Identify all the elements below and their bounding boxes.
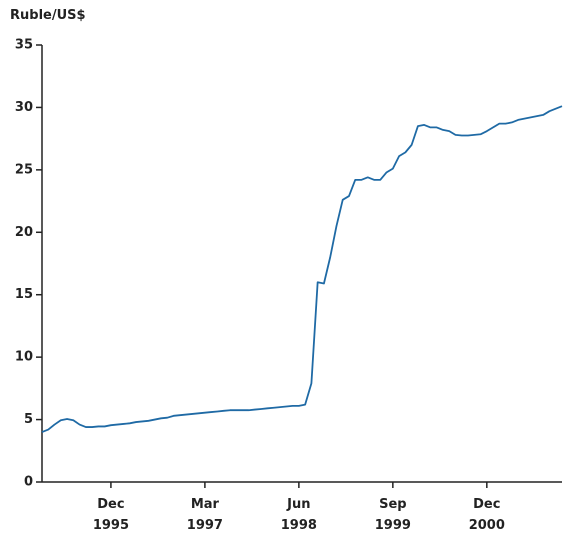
x-tick-label: Mar 1997 (186, 497, 223, 533)
y-tick-label: 0 (24, 475, 33, 490)
x-tick-label: Sep 1999 (374, 497, 411, 533)
y-tick-label: 20 (15, 225, 33, 240)
y-tick-label: 35 (15, 38, 33, 53)
y-tick-label: 15 (15, 287, 33, 302)
x-tick-label: Dec 1995 (92, 497, 129, 533)
series-line (41, 105, 563, 433)
y-tick-label: 10 (15, 350, 33, 365)
y-tick-label: 25 (15, 162, 33, 177)
x-tick-label: Jun 1998 (280, 497, 317, 533)
y-axis-label: Ruble/US$ (10, 8, 86, 23)
y-tick-label: 5 (24, 412, 33, 427)
x-tick-label: Dec 2000 (468, 497, 505, 533)
y-tick-label: 30 (15, 100, 33, 115)
